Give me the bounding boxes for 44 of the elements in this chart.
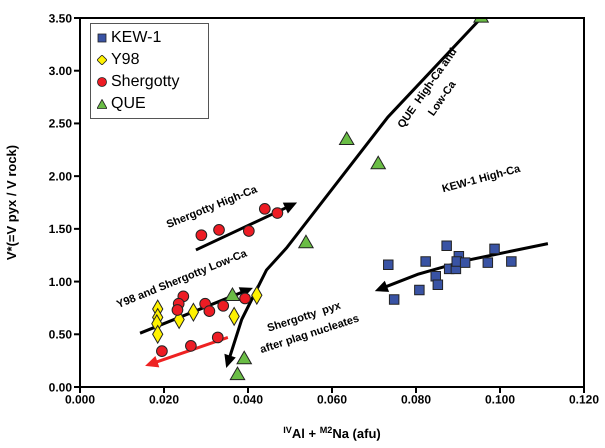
y-tick-label: 2.50 [48,116,72,131]
point [185,340,197,352]
point [489,244,500,254]
point [388,294,400,305]
x-tick-label: 0.100 [484,392,516,407]
point [506,256,517,267]
x-tick-label: 0.000 [64,392,96,407]
point [272,207,284,219]
point [204,305,216,317]
point [217,300,230,312]
y-tick-label: 3.00 [48,64,72,78]
y-tick-label: 0.00 [48,380,72,394]
point [482,257,494,268]
point [432,279,444,290]
x-tick-label: 0.120 [568,392,600,407]
x-tick-label: 0.080 [400,392,432,407]
y-tick-label: 1.50 [48,222,72,236]
x-tick-label: 0.020 [148,392,180,407]
annotation: KEW-1 High-Ca [440,162,522,196]
point [420,256,431,267]
legend-label: Shergotty [111,72,180,92]
y-tick-label: 3.50 [48,11,72,26]
point [414,284,425,296]
point [239,292,251,304]
legend-label: KEW-1 [111,28,162,48]
y-tick-label: 2.00 [48,169,72,184]
point [383,259,394,270]
legend-label: QUE [111,94,146,114]
legend-label: Y98 [111,50,140,70]
point [460,257,470,268]
point [213,224,225,236]
point [258,202,271,215]
point [172,304,184,316]
y-axis-title: V*(=V pyx / V rock) [4,144,19,260]
point [196,229,208,242]
point [212,332,224,344]
point [156,345,168,357]
y-tick-label: 1.00 [48,274,72,289]
x-tick-label: 0.040 [232,392,264,407]
point [242,225,255,237]
x-axis-title: $^{IV}$Al + $^{M2}$Na (afu) [283,425,381,441]
y-tick-label: 0.50 [48,328,72,342]
x-tick-label: 0.060 [316,392,348,407]
point [441,240,452,251]
